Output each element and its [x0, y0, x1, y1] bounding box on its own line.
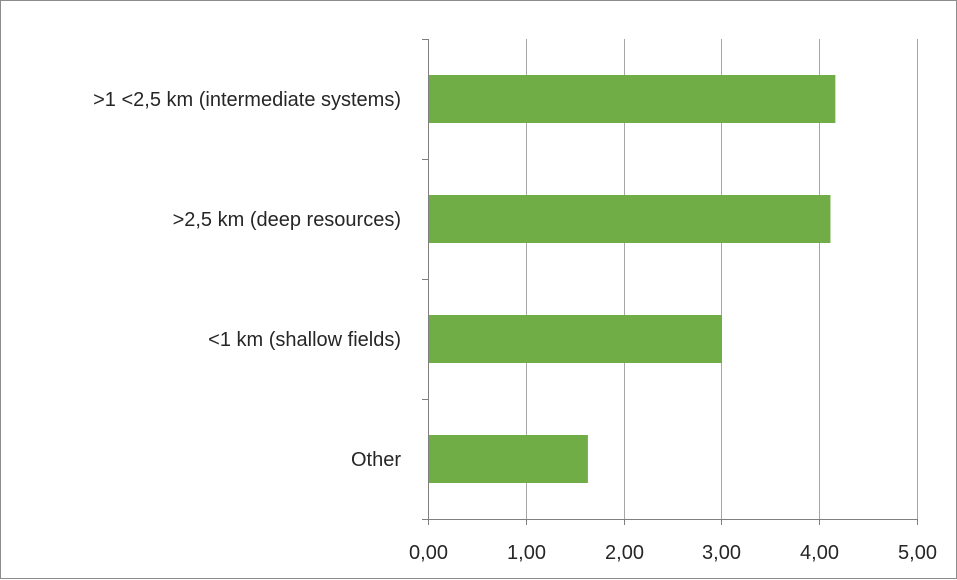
category-label: >1 <2,5 km (intermediate systems) [93, 89, 401, 111]
x-tick-label: 4,00 [800, 542, 839, 564]
x-tick-label: 0,00 [409, 542, 448, 564]
labels: 0,00 1,00 2,00 3,00 4,00 5,00 >1 <2,5 km (inte… [93, 89, 937, 564]
bar [428, 315, 722, 363]
category-label: >2,5 km (deep resources) [173, 209, 401, 231]
x-tick-label: 3,00 [702, 542, 741, 564]
x-tick-label: 1,00 [507, 542, 546, 564]
axes [422, 39, 918, 525]
bar [428, 435, 588, 483]
category-label: <1 km (shallow fields) [208, 329, 401, 351]
x-tick-label: 5,00 [898, 542, 937, 564]
bar [428, 195, 831, 243]
bar [428, 75, 836, 123]
bars [428, 75, 836, 483]
category-label: Other [351, 449, 401, 471]
x-tick-label: 2,00 [605, 542, 644, 564]
